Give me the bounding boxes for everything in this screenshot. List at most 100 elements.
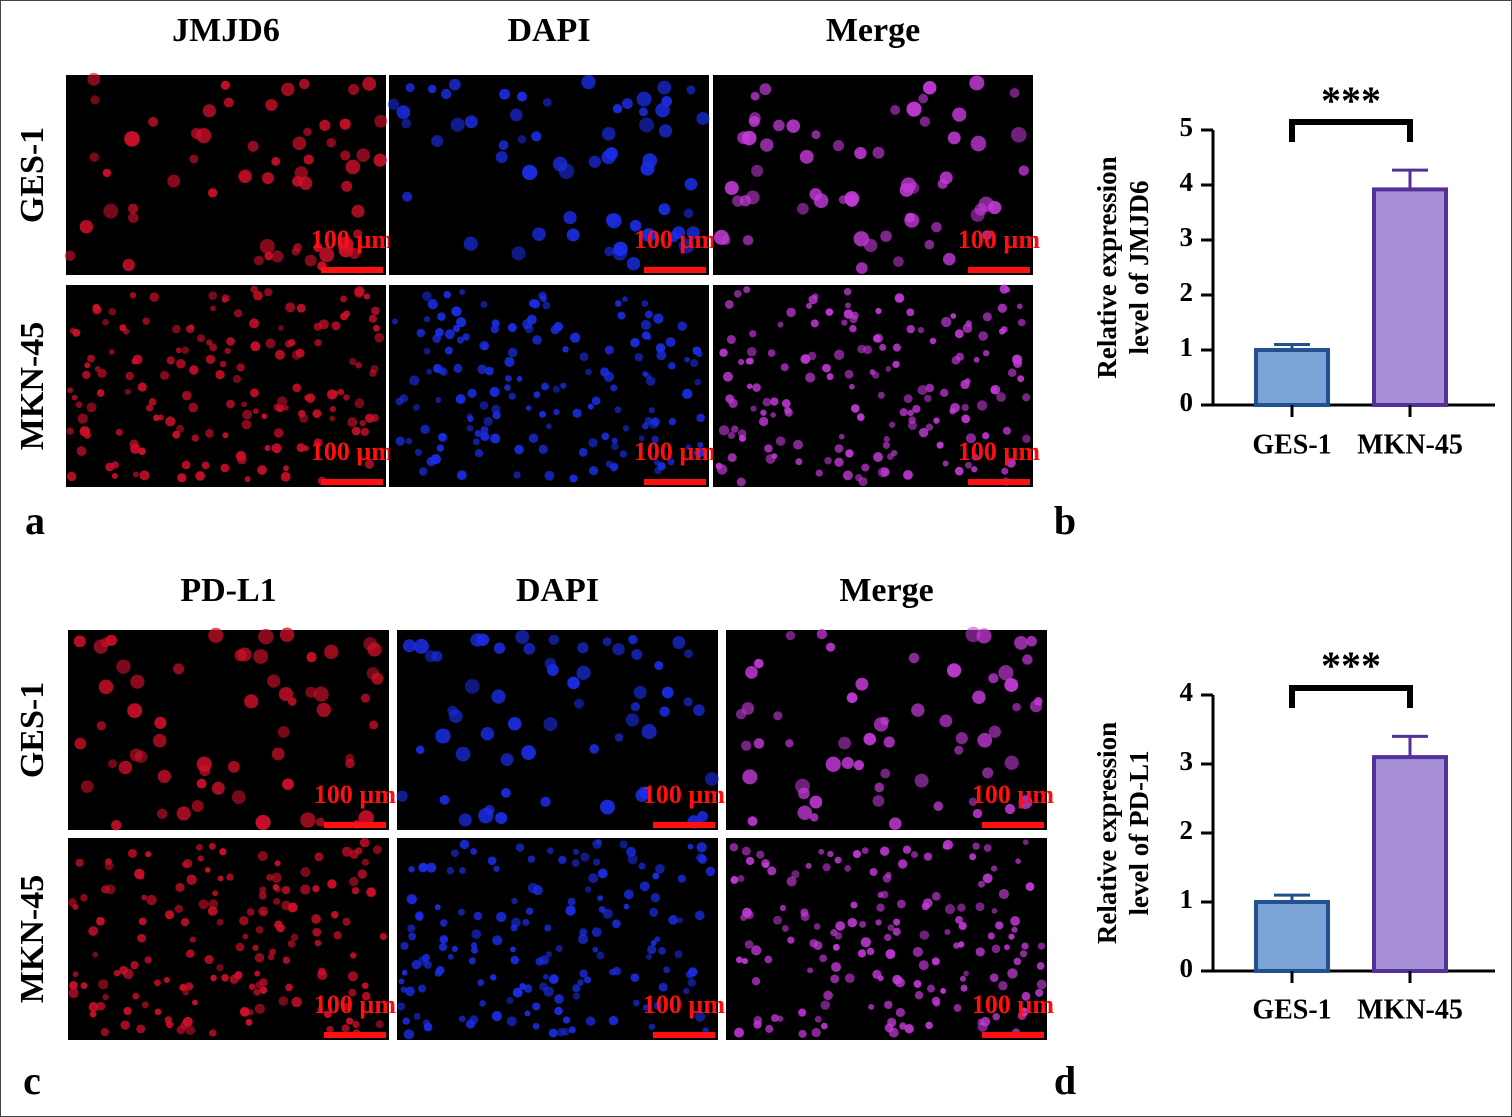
- cell: [724, 299, 734, 309]
- cell: [1012, 702, 1021, 712]
- cell: [174, 904, 184, 914]
- cell: [211, 781, 225, 795]
- cell: [222, 432, 229, 439]
- cell: [172, 430, 181, 439]
- cell: [692, 346, 702, 355]
- cell: [753, 1015, 763, 1025]
- cell: [841, 319, 848, 326]
- cell: [459, 289, 466, 296]
- cell: [282, 956, 291, 964]
- cell: [588, 873, 599, 884]
- cell: [558, 855, 567, 865]
- cell: [195, 843, 203, 851]
- cell: [658, 203, 671, 216]
- cell: [1011, 926, 1018, 933]
- cell: [266, 873, 274, 881]
- cell: [282, 778, 294, 791]
- cell: [869, 867, 878, 876]
- cell: [458, 813, 472, 827]
- cell: [358, 810, 374, 826]
- cell: [368, 314, 377, 323]
- cell: [452, 324, 461, 333]
- cell: [654, 936, 661, 942]
- cell: [736, 477, 746, 487]
- cell: [331, 321, 341, 331]
- cell: [850, 311, 859, 320]
- cell: [953, 1004, 962, 1012]
- cell: [719, 348, 728, 357]
- cell: [880, 230, 892, 242]
- cell: [767, 866, 777, 876]
- cell: [356, 148, 370, 162]
- cell: [145, 851, 152, 858]
- cell: [527, 882, 539, 894]
- cell: [72, 328, 81, 337]
- scale-bar: [968, 479, 1030, 485]
- cell: [110, 819, 122, 831]
- cell: [902, 845, 912, 854]
- cell: [609, 968, 616, 976]
- cell: [971, 466, 978, 473]
- cell: [362, 76, 377, 91]
- cell: [1036, 962, 1045, 970]
- cell: [964, 461, 972, 469]
- cell: [805, 372, 816, 383]
- cell: [129, 292, 137, 299]
- cell: [379, 932, 388, 941]
- cell: [929, 337, 937, 345]
- cell: [975, 947, 985, 957]
- cell: [469, 1015, 479, 1025]
- cell: [694, 378, 702, 386]
- cell: [744, 910, 754, 920]
- cell: [809, 813, 819, 822]
- cell: [471, 946, 479, 954]
- cell: [459, 839, 470, 850]
- cell: [487, 856, 497, 866]
- cell: [904, 1023, 914, 1034]
- cell: [787, 936, 795, 944]
- cell: [989, 973, 999, 983]
- cell: [859, 920, 867, 928]
- cell: [359, 419, 366, 427]
- cell: [548, 634, 559, 645]
- cell: [1018, 795, 1033, 810]
- cell: [639, 117, 655, 133]
- cell: [1010, 916, 1020, 926]
- cell: [887, 1017, 897, 1028]
- cell: [807, 967, 813, 974]
- cell: [186, 324, 195, 334]
- cell: [415, 913, 424, 922]
- cell: [696, 853, 706, 863]
- micrograph: 100 µm: [387, 74, 716, 275]
- cell: [181, 460, 191, 470]
- cell: [175, 882, 185, 892]
- cell: [850, 901, 858, 909]
- cell: [1004, 803, 1016, 815]
- cell: [912, 946, 923, 958]
- cell: [597, 868, 608, 879]
- cell: [572, 992, 581, 1000]
- cell: [119, 324, 127, 332]
- cell: [853, 231, 870, 247]
- cell: [255, 981, 263, 989]
- cell: [939, 171, 953, 185]
- cell: [532, 1022, 540, 1030]
- cell: [963, 970, 969, 977]
- cell: [116, 659, 131, 674]
- scale-bar: [321, 267, 383, 273]
- cell: [220, 80, 231, 90]
- cell: [1004, 755, 1019, 770]
- cell: [539, 410, 547, 418]
- cell: [554, 1006, 563, 1016]
- cell: [786, 876, 797, 887]
- cell: [1014, 636, 1028, 650]
- cell: [632, 999, 640, 1007]
- cell: [907, 182, 920, 194]
- cell: [287, 697, 297, 706]
- cell: [841, 756, 854, 770]
- cell: [127, 848, 137, 858]
- cell: [303, 445, 309, 452]
- cell: [296, 443, 306, 453]
- cell: [167, 174, 181, 188]
- cell: [462, 333, 470, 341]
